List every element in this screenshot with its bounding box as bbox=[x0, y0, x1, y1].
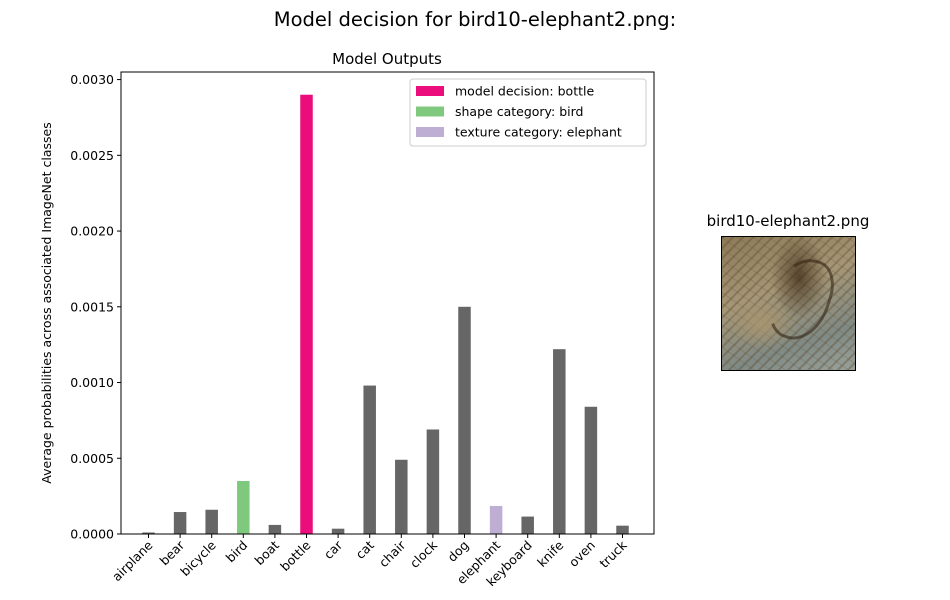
y-tick-label: 0.0020 bbox=[70, 224, 114, 239]
plot-frame bbox=[120, 71, 655, 535]
x-tick-label: dog bbox=[444, 538, 471, 565]
x-tick-label: clock bbox=[407, 537, 441, 571]
y-tick-label: 0.0015 bbox=[70, 299, 114, 314]
bar-chair bbox=[395, 459, 408, 534]
x-tick-label: truck bbox=[596, 537, 630, 571]
chart-title: Model Outputs bbox=[332, 50, 442, 68]
stimulus-image bbox=[721, 236, 856, 371]
y-tick-label: 0.0025 bbox=[70, 148, 114, 163]
bar-bear bbox=[173, 512, 187, 534]
x-tick-label: bottle bbox=[277, 537, 314, 574]
bar-keyboard bbox=[521, 516, 534, 534]
y-tick-label: 0.0030 bbox=[70, 72, 114, 87]
x-tick-label: knife bbox=[534, 537, 567, 570]
bar-airplane bbox=[142, 532, 155, 534]
x-tick-label: car bbox=[321, 537, 346, 562]
figure-suptitle: Model decision for bird10-elephant2.png: bbox=[273, 8, 677, 31]
bar-truck bbox=[616, 525, 629, 534]
bar-knife bbox=[553, 349, 566, 534]
y-tick-label: 0.0000 bbox=[70, 527, 114, 542]
x-tick-label: chair bbox=[376, 537, 409, 570]
y-axis: 0.0000 0.0005 0.0010 0.0015 0.0020 0.0025 0.00… bbox=[70, 72, 121, 542]
bar-bottle bbox=[300, 94, 313, 534]
legend-swatch-shape bbox=[416, 106, 444, 117]
bar-boat bbox=[268, 524, 282, 534]
x-tick-label: airplane bbox=[109, 537, 156, 584]
legend-label-decision: model decision: bottle bbox=[455, 84, 594, 99]
bar-dog bbox=[458, 306, 471, 534]
legend-swatch-texture bbox=[416, 127, 444, 137]
bar-clock bbox=[426, 429, 440, 534]
x-tick-label: oven bbox=[566, 538, 598, 570]
image-title: bird10-elephant2.png bbox=[706, 212, 870, 230]
legend-frame bbox=[409, 78, 647, 147]
legend: model decision: bottle shape category: bi… bbox=[409, 78, 647, 147]
bars-group bbox=[142, 94, 629, 534]
bar-elephant bbox=[489, 505, 503, 534]
legend-label-texture: texture category: elephant bbox=[455, 125, 622, 140]
bar-car bbox=[331, 528, 345, 534]
y-axis-label: Average probabilities across associated … bbox=[39, 122, 54, 483]
legend-swatch-decision bbox=[416, 86, 444, 96]
bar-oven bbox=[584, 406, 598, 534]
y-tick-label: 0.0010 bbox=[70, 375, 114, 390]
bar-bicycle bbox=[205, 509, 218, 534]
x-tick-label: bird bbox=[223, 538, 251, 566]
bar-bird bbox=[237, 480, 250, 534]
x-tick-label: cat bbox=[352, 537, 376, 561]
stimulus-image-detail bbox=[760, 250, 842, 348]
legend-label-shape: shape category: bird bbox=[455, 104, 583, 119]
x-tick-label: bicycle bbox=[177, 537, 219, 579]
y-tick-label: 0.0005 bbox=[70, 451, 114, 466]
bar-cat bbox=[363, 385, 376, 534]
